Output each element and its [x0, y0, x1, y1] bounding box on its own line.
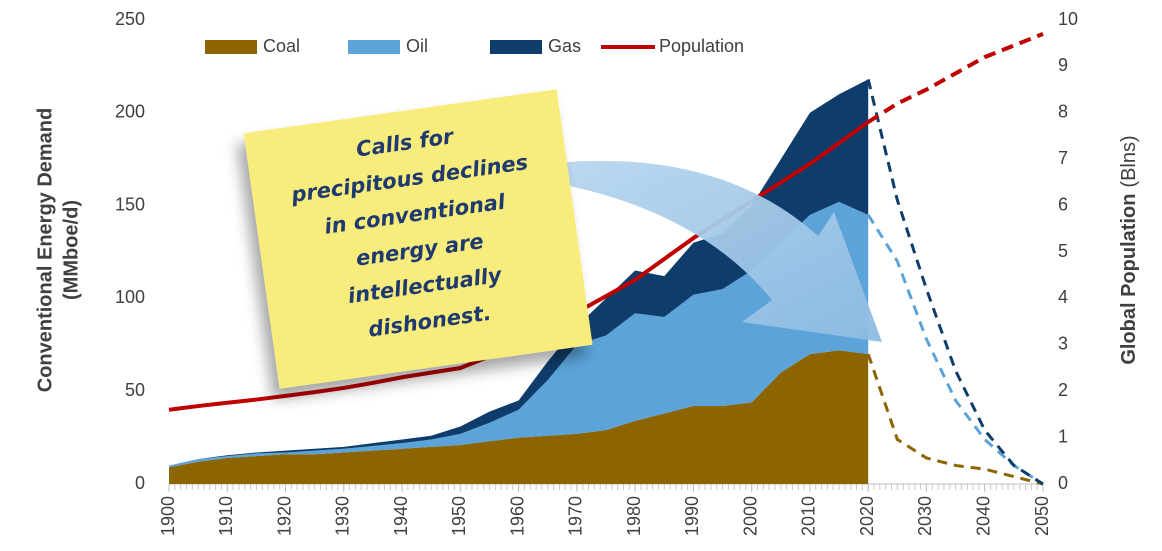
- x-tick-label: 2010: [799, 496, 819, 536]
- legend-swatch: [490, 40, 542, 54]
- y2-axis-label-main: Global Population: [1118, 194, 1140, 365]
- x-tick-label: 2050: [1032, 496, 1052, 536]
- x-tick-label: 1930: [333, 496, 353, 536]
- legend-label: Oil: [406, 36, 428, 56]
- x-tick-label: 1980: [624, 496, 644, 536]
- x-tick-label: 1950: [449, 496, 469, 536]
- y2-tick-label: 2: [1058, 380, 1068, 400]
- x-tick-label: 1920: [274, 496, 294, 536]
- area: [169, 201, 869, 468]
- y-axis-label: (MMboe/d): [60, 200, 82, 300]
- x-tick-label: 2040: [973, 496, 993, 536]
- y-tick-label: 250: [115, 9, 145, 29]
- y2-tick-label: 6: [1058, 194, 1068, 214]
- x-tick-label: 2030: [915, 496, 935, 536]
- y2-tick-label: 0: [1058, 473, 1068, 493]
- x-tick-label: 1940: [391, 496, 411, 536]
- legend-label: Population: [659, 36, 744, 56]
- legend-label: Gas: [548, 36, 581, 56]
- area: [169, 79, 869, 466]
- y2-tick-label: 9: [1058, 55, 1068, 75]
- y2-tick-label: 5: [1058, 241, 1068, 261]
- projection-line: [866, 79, 1044, 486]
- x-tick-label: 1970: [566, 496, 586, 536]
- minor-ticks: [168, 484, 1044, 490]
- arrow: [555, 160, 882, 342]
- projection-line: [866, 214, 1044, 486]
- y2-tick-label: 10: [1058, 9, 1078, 29]
- legend-swatch: [205, 40, 257, 54]
- x-tick-label: 2000: [740, 496, 760, 536]
- y2-tick-label: 1: [1058, 426, 1068, 446]
- y2-tick-label: 7: [1058, 148, 1068, 168]
- legend-label: Coal: [263, 36, 300, 56]
- projection-line: [866, 353, 1044, 486]
- area: [169, 350, 869, 484]
- y-tick-label: 200: [115, 102, 145, 122]
- y2-tick-label: 4: [1058, 287, 1068, 307]
- y2-tick-label: 8: [1058, 102, 1068, 122]
- y2-axis-label: Global Population (Blns): [1118, 135, 1140, 364]
- y2-axis-label-unit: (Blns): [1118, 135, 1140, 187]
- y-tick-label: 0: [135, 473, 145, 493]
- y2-tick-label: 3: [1058, 334, 1068, 354]
- y-tick-label: 100: [115, 287, 145, 307]
- y-tick-label: 150: [115, 194, 145, 214]
- plot-area: 0 50 100 150 200 250 0 1 2 3 4 5 6 7 8 9 10 1900 1910 1920 1…: [115, 9, 1078, 536]
- population-line: [867, 32, 1044, 124]
- x-tick-label: 2020: [857, 496, 877, 536]
- legend-swatch: [348, 40, 400, 54]
- x-tick-label: 1960: [507, 496, 527, 536]
- note-paper: [243, 89, 593, 389]
- y-axis-label: Conventional Energy Demand: [34, 108, 56, 393]
- y-tick-label: 50: [125, 380, 145, 400]
- x-tick-label: 1900: [158, 496, 178, 536]
- x-tick-label: 1990: [682, 496, 702, 536]
- x-tick-label: 1910: [216, 496, 236, 536]
